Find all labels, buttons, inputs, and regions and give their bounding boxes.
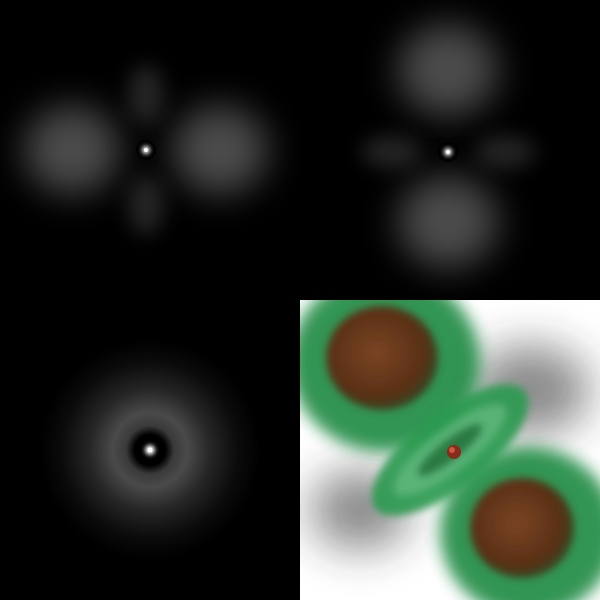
orbital-density-ring: [0, 300, 300, 600]
lobe-left: [24, 106, 120, 194]
orbital-isosurface-render: [300, 300, 600, 600]
lobe-top: [398, 24, 498, 116]
brown-lobe-lower: [470, 478, 574, 578]
brown-lobe-upper: [326, 306, 438, 410]
lobe-right: [475, 136, 535, 168]
lobe-right: [172, 106, 268, 194]
lobe-bottom: [128, 175, 164, 235]
lobe-bottom: [398, 176, 498, 268]
lobe-left: [362, 136, 422, 168]
orbital-density-vertical-lobes: [300, 0, 600, 300]
lobe-top: [128, 65, 164, 125]
orbital-density-horizontal-lobes: [0, 0, 300, 300]
